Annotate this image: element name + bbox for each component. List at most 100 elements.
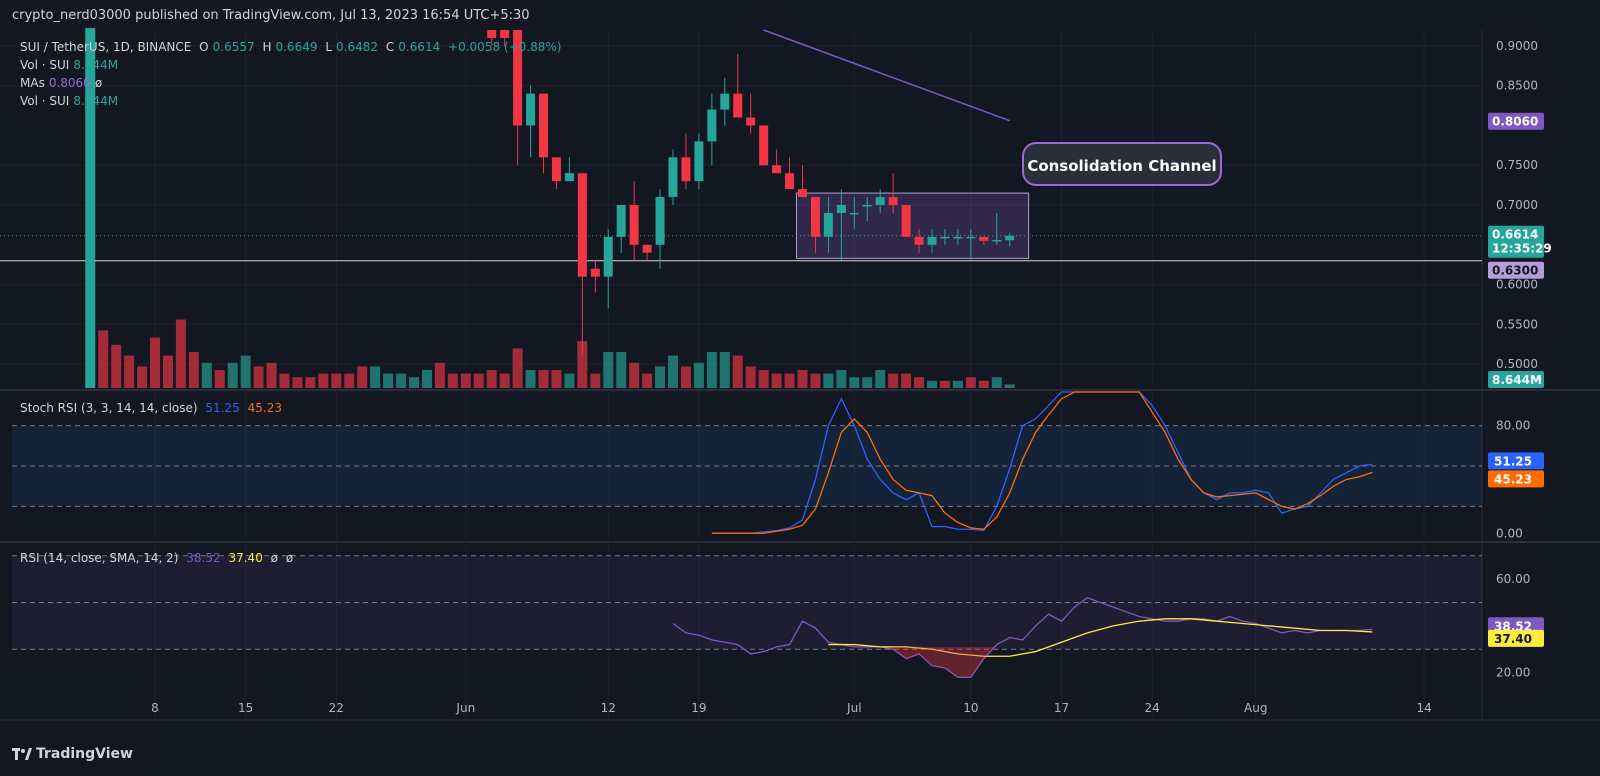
candle-body xyxy=(681,157,691,182)
price-legend: SUI / TetherUS, 1D, BINANCE O 0.6557 H 0.6… xyxy=(20,40,562,54)
volume-bar xyxy=(629,362,640,388)
stoch-value-badge xyxy=(1488,470,1544,488)
consolidation-box xyxy=(796,192,1030,259)
volume-bar xyxy=(201,362,212,388)
volume-bar xyxy=(357,366,368,388)
volume-bar xyxy=(590,373,601,388)
candle-body xyxy=(823,212,833,237)
volume-badge xyxy=(1488,371,1544,388)
volume-bar xyxy=(668,355,678,388)
tradingview-logo[interactable]: TradingView xyxy=(12,746,133,762)
level-price-badge-text: 0.6300 xyxy=(1492,264,1538,278)
low-value: 0.6482 xyxy=(336,40,378,54)
x-tick-label: 17 xyxy=(1054,701,1069,715)
candle-body xyxy=(539,93,548,158)
volume-bar xyxy=(719,352,730,388)
last-price-badge-text: 12:35:29 xyxy=(1492,242,1552,256)
volume-bar xyxy=(901,373,912,388)
candle-body xyxy=(629,205,639,245)
candle-body xyxy=(655,197,665,245)
change-value: +0.0058 (+0.88%) xyxy=(448,40,562,54)
ma-line xyxy=(763,29,1010,122)
volume-bar xyxy=(642,373,653,388)
last-price-badge-text: 0.6614 xyxy=(1492,228,1538,242)
candle-body xyxy=(810,197,820,237)
candle-body xyxy=(992,240,1002,242)
volume-bar xyxy=(370,366,381,388)
x-tick-label: 8 xyxy=(151,701,159,715)
volume-bar xyxy=(849,377,860,388)
stoch-y-tick: 0.00 xyxy=(1496,526,1523,540)
volume-bar xyxy=(266,362,277,388)
consolidation-annotation[interactable]: Consolidation Channel xyxy=(1022,142,1222,186)
volume-bar xyxy=(279,373,290,388)
rsi-value-badge-text: 37.40 xyxy=(1494,632,1532,646)
volume-bar xyxy=(137,366,148,388)
volume-bar xyxy=(512,348,523,388)
publisher-line: crypto_nerd03000 published on TradingVie… xyxy=(12,8,530,23)
volume-bar xyxy=(499,373,510,388)
candle-body xyxy=(551,157,561,182)
volume-bar xyxy=(1004,384,1015,388)
stoch-k-value: 51.25 xyxy=(205,401,240,415)
y-tick-label: 0.5500 xyxy=(1496,317,1538,331)
x-tick-label: 10 xyxy=(963,701,978,715)
rsi-value-badge-text: 38.52 xyxy=(1494,619,1532,633)
ma-price-badge xyxy=(1488,112,1544,130)
candle-body xyxy=(1005,235,1015,241)
volume-bar xyxy=(616,352,627,388)
candles-group xyxy=(85,30,1015,357)
y-tick-label: 0.7000 xyxy=(1496,198,1538,212)
volume-bar xyxy=(784,373,795,388)
volume-bar xyxy=(823,373,834,388)
volume-bar xyxy=(486,370,497,388)
x-tick-label: Aug xyxy=(1244,701,1267,715)
rsi-y-tick: 60.00 xyxy=(1496,572,1530,586)
candle-body xyxy=(862,205,872,207)
volume-bar xyxy=(227,362,238,388)
volume-bar xyxy=(745,366,756,388)
volume-bar xyxy=(978,380,989,388)
candle-body xyxy=(616,205,626,237)
candle-body xyxy=(798,189,807,198)
x-tick-label: 22 xyxy=(329,701,344,715)
volume-bar xyxy=(396,373,407,388)
y-tick-label: 0.5000 xyxy=(1496,357,1538,371)
open-value: 0.6557 xyxy=(212,40,255,54)
stoch-d-value: 45.23 xyxy=(247,401,282,415)
volume-bar xyxy=(214,370,225,388)
candle-body xyxy=(940,236,950,239)
volume-bar xyxy=(939,380,950,388)
rsi-sma-value: 37.40 xyxy=(228,551,263,565)
candle-body xyxy=(694,141,704,182)
volume-bar xyxy=(758,370,769,388)
volume-bar xyxy=(952,380,963,388)
volume-bar xyxy=(383,373,394,388)
x-tick-label: 24 xyxy=(1145,701,1160,715)
volume-bar xyxy=(447,373,458,388)
volume-bar xyxy=(836,370,847,388)
y-tick-label: 0.7500 xyxy=(1496,158,1538,172)
volume-bar xyxy=(409,377,419,388)
candle-body xyxy=(564,173,574,182)
rsi-value: 38.52 xyxy=(186,551,221,565)
candle-body xyxy=(746,117,756,126)
candle-body xyxy=(668,157,678,198)
volume-bar xyxy=(124,355,135,388)
y-tick-label: 0.9000 xyxy=(1496,39,1538,53)
rsi-legend: RSI (14, close, SMA, 14, 2) 38.52 37.40 … xyxy=(20,551,294,565)
candle-body xyxy=(888,197,898,206)
rsi-series-line xyxy=(828,618,1373,657)
candle-body xyxy=(85,45,95,269)
symbol-label: SUI / TetherUS, 1D, BINANCE xyxy=(20,40,192,54)
volume-bar xyxy=(305,377,316,388)
volume-bar xyxy=(98,330,109,388)
volume-bar xyxy=(875,370,886,388)
volume-bar xyxy=(150,337,160,388)
volume-bar xyxy=(460,373,471,388)
stoch-value-badge-text: 45.23 xyxy=(1494,472,1532,486)
volume-bar xyxy=(253,366,264,388)
volume-value: 8.644M xyxy=(73,58,119,72)
candle-body xyxy=(836,205,846,213)
